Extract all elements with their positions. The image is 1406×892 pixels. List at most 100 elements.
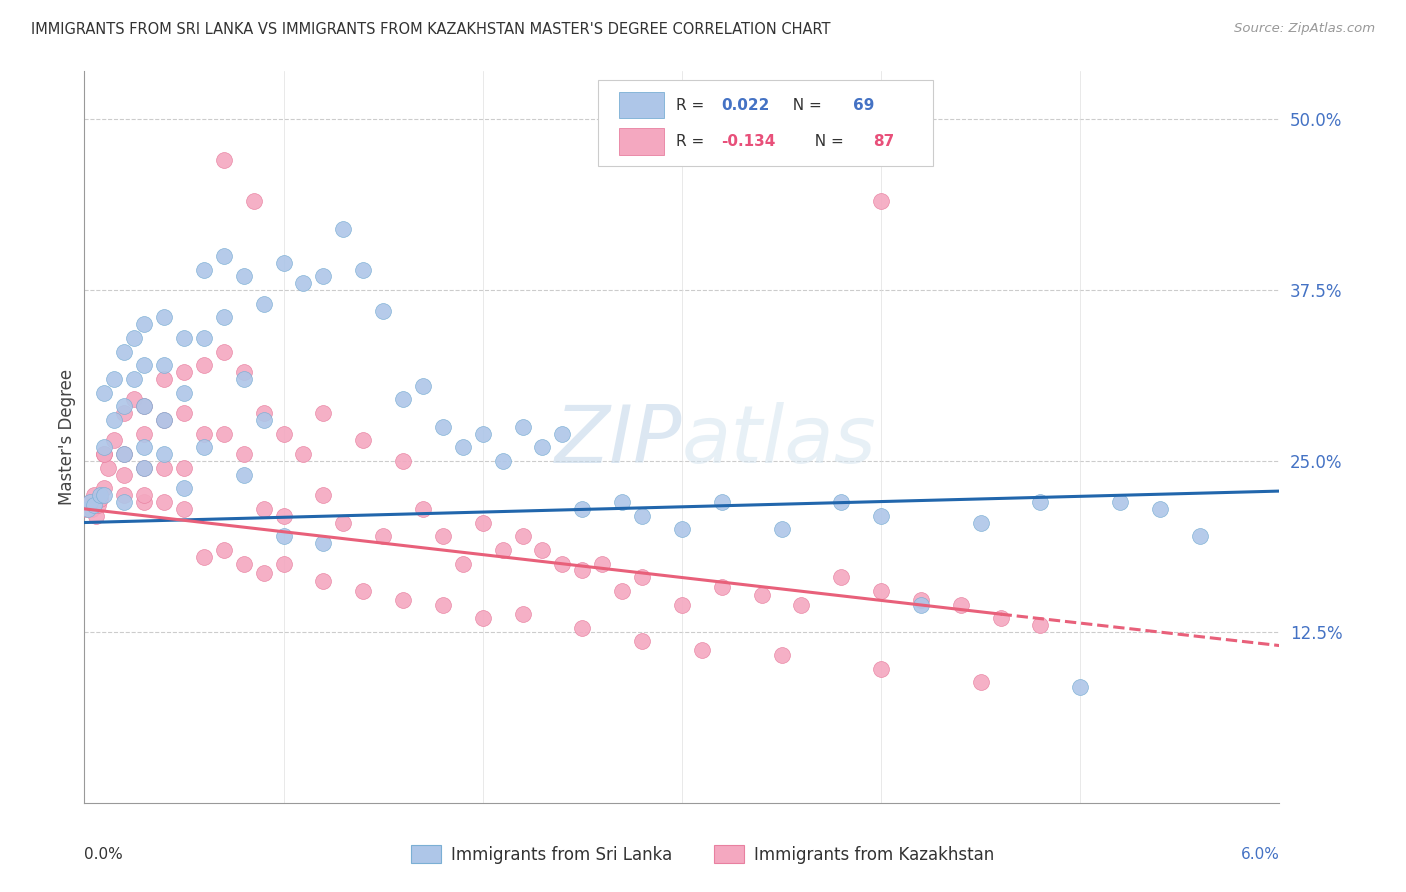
Point [1029, 495, 1052, 509]
Point [83, 488, 105, 502]
Point [132, 400, 156, 414]
Point [751, 588, 773, 602]
Point [122, 392, 145, 407]
Text: R =: R = [676, 97, 709, 112]
Point [392, 392, 415, 407]
Point [253, 297, 276, 311]
FancyBboxPatch shape [599, 80, 934, 167]
Text: -0.134: -0.134 [721, 134, 776, 149]
Point [612, 583, 634, 598]
Point [132, 495, 156, 509]
Point [910, 598, 932, 612]
Point [112, 406, 135, 420]
Point [212, 344, 235, 359]
Point [451, 557, 474, 571]
Point [471, 516, 494, 530]
Point [870, 583, 893, 598]
Point [153, 310, 176, 325]
Point [690, 642, 713, 657]
Point [122, 331, 145, 345]
Point [432, 598, 454, 612]
Point [232, 372, 254, 386]
Point [273, 426, 295, 441]
Point [870, 194, 893, 209]
Point [512, 607, 534, 621]
Point [193, 440, 215, 454]
Text: N =: N = [783, 97, 827, 112]
Point [212, 426, 235, 441]
Point [412, 379, 434, 393]
Point [710, 495, 733, 509]
Point [1069, 680, 1091, 694]
Point [312, 269, 335, 284]
Point [830, 495, 852, 509]
Point [82, 501, 104, 516]
Point [631, 508, 654, 523]
Point [253, 406, 276, 420]
Point [949, 598, 972, 612]
FancyBboxPatch shape [619, 128, 664, 154]
Point [132, 426, 156, 441]
Point [112, 467, 135, 482]
Point [97, 460, 120, 475]
Point [312, 574, 335, 589]
Point [312, 406, 335, 420]
Point [671, 598, 693, 612]
Point [990, 611, 1012, 625]
Text: 69: 69 [853, 97, 875, 112]
Point [870, 508, 893, 523]
Point [93, 447, 115, 461]
Point [193, 549, 215, 564]
Text: 0.0%: 0.0% [84, 847, 124, 862]
Point [79, 495, 101, 509]
Point [103, 434, 125, 448]
Point [671, 522, 693, 536]
Point [153, 447, 176, 461]
Point [531, 542, 554, 557]
Point [112, 447, 135, 461]
Point [232, 447, 254, 461]
Point [332, 516, 354, 530]
Point [910, 593, 932, 607]
Point [273, 256, 295, 270]
Point [212, 153, 235, 168]
Point [79, 495, 101, 509]
Point [93, 447, 115, 461]
Point [173, 460, 195, 475]
Point [710, 580, 733, 594]
Point [373, 529, 395, 543]
Point [153, 359, 176, 373]
Point [153, 413, 176, 427]
Point [1029, 618, 1052, 632]
Point [77, 501, 100, 516]
Point [273, 529, 295, 543]
Point [212, 542, 235, 557]
Point [77, 498, 100, 512]
Point [173, 365, 195, 379]
Point [631, 634, 654, 648]
Point [112, 344, 135, 359]
Point [232, 467, 254, 482]
Point [451, 440, 474, 454]
Text: atlas: atlas [682, 401, 877, 480]
Point [352, 583, 374, 598]
Point [292, 277, 315, 291]
Point [612, 495, 634, 509]
Point [492, 454, 515, 468]
Point [242, 194, 264, 209]
Point [153, 495, 176, 509]
Point [122, 372, 145, 386]
Point [232, 557, 254, 571]
Text: 87: 87 [873, 134, 894, 149]
Point [870, 662, 893, 676]
Point [193, 262, 215, 277]
Point [292, 447, 315, 461]
Point [312, 536, 335, 550]
Point [770, 648, 793, 662]
Point [830, 570, 852, 584]
Point [352, 262, 374, 277]
Point [89, 488, 111, 502]
Point [103, 372, 125, 386]
Point [89, 492, 111, 507]
Point [273, 508, 295, 523]
